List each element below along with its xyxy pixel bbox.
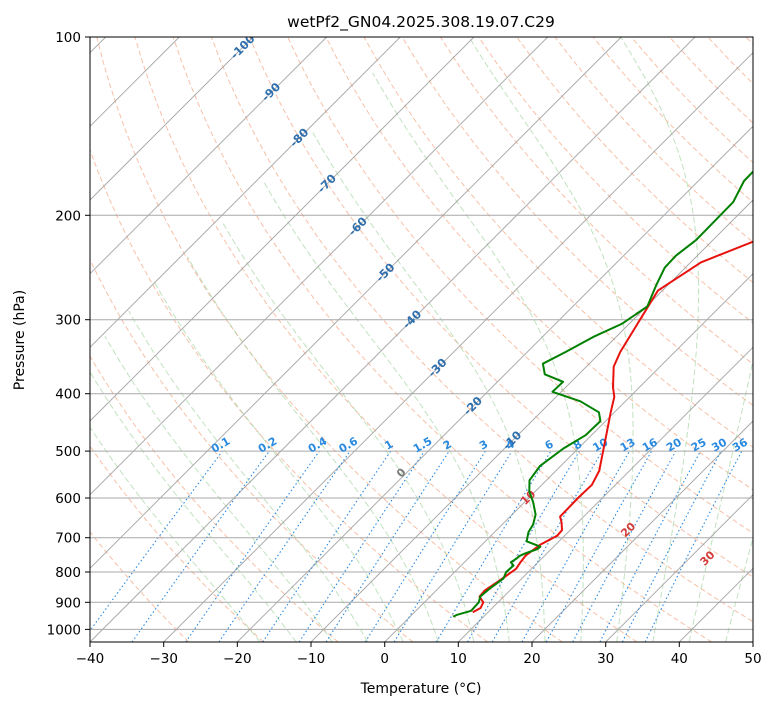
dry-adiabat-line <box>439 37 753 365</box>
mixing-ratio-line <box>521 450 630 642</box>
y-tick-label: 700 <box>55 531 81 547</box>
moist-adiabat-line <box>90 370 297 642</box>
moist-adiabat-line <box>221 221 475 642</box>
dry-adiabat-line <box>516 37 753 284</box>
y-tick-label: 100 <box>55 30 81 46</box>
dry-adiabat-line <box>134 37 638 642</box>
isotherm-line <box>236 125 753 642</box>
mixing-ratio-line <box>131 450 270 642</box>
y-tick-label: 900 <box>55 595 81 611</box>
dry-adiabat-line <box>249 37 753 578</box>
dry-adiabat-line <box>401 37 753 406</box>
temperature-profile-line <box>472 240 753 614</box>
isotherm-line <box>531 420 753 642</box>
moist-adiabat-line <box>186 256 439 642</box>
isotherm-line <box>90 37 622 570</box>
plot-frame <box>89 36 754 643</box>
mixing-ratio-line <box>218 450 351 642</box>
y-tick-label: 600 <box>55 491 81 507</box>
isotherm-line <box>310 199 753 642</box>
dry-adiabat-line <box>325 37 753 491</box>
x-axis-label: Temperature (°C) <box>360 681 482 697</box>
moist-adiabat-line <box>128 310 369 642</box>
mixing-ratio-line <box>90 450 223 632</box>
background-reference-lines <box>90 37 753 642</box>
dry-adiabat-line <box>90 355 339 642</box>
isotherm-line <box>90 37 549 496</box>
x-tick-label: 10 <box>450 651 467 667</box>
moist-adiabat-line <box>372 72 584 642</box>
mixing-ratio-line <box>325 450 450 642</box>
moist-adiabat-line <box>90 426 261 642</box>
dry-adiabat-line <box>90 148 488 642</box>
x-tick-label: 0 <box>380 651 389 667</box>
moist-adiabat-line <box>104 336 333 642</box>
isotherm-line <box>90 37 254 201</box>
mixing-ratio-line <box>298 450 425 642</box>
dry-adiabat-line <box>90 445 264 642</box>
x-axis: −40 −30 −20 −10 0 10 20 30 40 50 <box>76 642 762 667</box>
isotherm-line <box>90 37 696 642</box>
profile-series <box>452 170 753 618</box>
x-tick-label: 40 <box>671 651 688 667</box>
isotherm-line <box>384 272 753 642</box>
mixing-ratio-line <box>644 450 743 642</box>
y-tick-label: 300 <box>55 313 81 329</box>
dry-adiabat-line <box>90 531 190 642</box>
dry-adiabat-line <box>210 37 753 623</box>
y-tick-label: 1000 <box>47 622 81 638</box>
isotherm-line <box>90 37 328 275</box>
dewpoint-profile-line <box>452 170 753 618</box>
moist-adiabat-line <box>620 37 700 642</box>
mixing-ratio-line <box>393 450 513 642</box>
dry-adiabat-line <box>172 37 712 642</box>
x-tick-label: 20 <box>523 651 540 667</box>
chart-title: wetPf2_GN04.2025.308.19.07.C29 <box>287 13 555 32</box>
isotherm-line <box>605 493 753 642</box>
x-tick-label: −30 <box>149 651 178 667</box>
dry-adiabat-line <box>96 37 563 642</box>
mixing-ratio-line <box>545 450 653 642</box>
y-tick-label: 800 <box>55 565 81 581</box>
mixing-ratio-line <box>262 450 392 642</box>
isotherm-line <box>163 51 753 642</box>
x-tick-label: −10 <box>297 651 326 667</box>
x-tick-label: 50 <box>744 651 761 667</box>
y-tick-label: 200 <box>55 208 81 224</box>
y-axis-label: Pressure (hPa) <box>12 290 28 390</box>
moist-adiabat-line <box>262 180 510 642</box>
mixing-ratio-line <box>185 450 320 642</box>
isotherm-line <box>457 346 753 642</box>
y-tick-label: 400 <box>55 387 81 403</box>
x-tick-label: −40 <box>76 651 105 667</box>
y-axis: 100 200 300 400 500 600 700 800 900 1000 <box>47 30 90 638</box>
y-tick-label: 500 <box>55 444 81 460</box>
x-tick-label: −20 <box>223 651 252 667</box>
x-tick-label: 30 <box>597 651 614 667</box>
isotherm-line <box>90 37 475 422</box>
moist-adiabat-line <box>688 358 753 642</box>
mixing-ratio-line <box>572 450 677 642</box>
isotherm-line <box>90 37 401 349</box>
